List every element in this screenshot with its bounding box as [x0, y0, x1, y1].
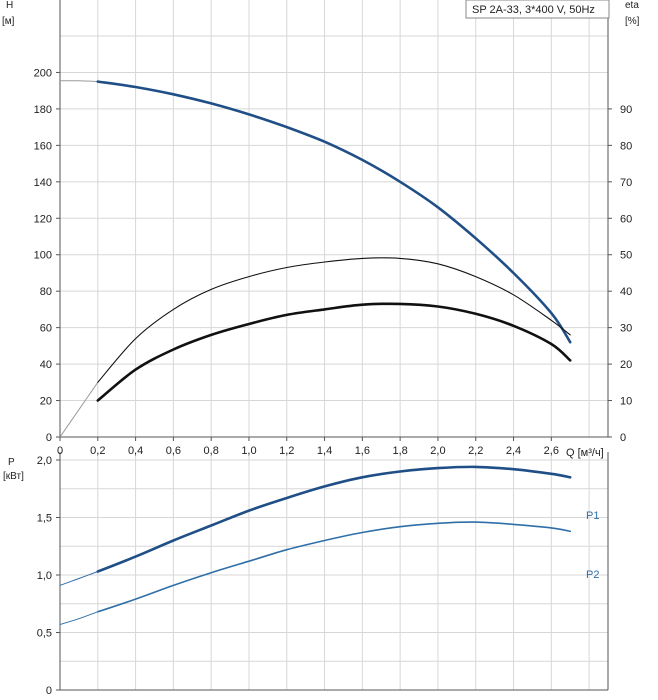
- head-tick-label: 100: [34, 250, 52, 262]
- q-tick-label: 1,4: [317, 445, 332, 457]
- q-tick-label: 2,2: [468, 445, 483, 457]
- p2-extension-curve: [59, 611, 98, 625]
- lower-chart-grid: [59, 452, 608, 690]
- head-tick-label: 0: [46, 432, 52, 444]
- q-tick-label: 0: [57, 445, 63, 457]
- head-tick-label: 20: [40, 396, 52, 408]
- head-tick-label: 60: [40, 323, 52, 335]
- p1-extension-curve: [59, 571, 98, 586]
- legend-text: SP 2A-33, 3*400 V, 50Hz: [472, 4, 595, 16]
- legend-box: [465, 0, 610, 19]
- eta_pump-extension-curve: [59, 382, 99, 438]
- power-tick-label: 0,5: [37, 628, 52, 640]
- head-axis-label: H: [6, 0, 13, 11]
- power-tick-label: 0: [46, 685, 52, 697]
- chart-tick-labels: 0 0,2 0,4 0,6 0,8 1,0 1,2 1,4 1,6 1,8 2,0 2,2 2,4 2,6…: [34, 67, 633, 697]
- q-tick-label: 1,2: [279, 445, 294, 457]
- head-curve: [96, 80, 572, 344]
- eta-axis-unit: [%]: [625, 16, 640, 27]
- q-tick-label: 2,6: [544, 445, 559, 457]
- p1-power-curve: [96, 465, 572, 573]
- q-axis-label: Q [м³/ч]: [566, 447, 604, 459]
- eta-tick-label: 20: [620, 359, 632, 371]
- q-tick-label: 1,8: [392, 445, 407, 457]
- p2-power-curve: [97, 521, 571, 613]
- chart-axes: [56, 0, 612, 691]
- eta_pump-curve: [97, 257, 571, 383]
- chart-curves: [59, 80, 572, 625]
- legend: SP 2A-33, 3*400 V, 50Hz: [465, 0, 610, 19]
- eta-tick-label: 10: [620, 396, 632, 408]
- head-tick-label: 40: [40, 359, 52, 371]
- q-tick-label: 0,6: [166, 445, 181, 457]
- q-tick-label: 0,4: [128, 445, 143, 457]
- q-tick-label: 2,4: [506, 445, 521, 457]
- series-label-p2: P2: [586, 569, 599, 581]
- head-tick-label: 160: [34, 140, 52, 152]
- power-axis-label: P: [8, 457, 15, 468]
- power-tick-label: 2,0: [37, 455, 52, 467]
- q-tick-label: 1,6: [355, 445, 370, 457]
- eta-tick-label: 50: [620, 250, 632, 262]
- eta-tick-label: 70: [620, 177, 632, 189]
- head-extension-curve: [59, 80, 98, 83]
- eta-tick-label: 30: [620, 323, 632, 335]
- q-tick-label: 1,0: [241, 445, 256, 457]
- q-tick-label: 0,2: [90, 445, 105, 457]
- head-tick-label: 120: [34, 213, 52, 225]
- eta-tick-label: 0: [620, 432, 626, 444]
- q-tick-label: 2,0: [430, 445, 445, 457]
- head-tick-label: 200: [34, 67, 52, 79]
- eta_total-curve: [96, 302, 572, 402]
- head-tick-label: 80: [40, 286, 52, 298]
- eta-tick-label: 80: [620, 140, 632, 152]
- power-axis-unit: [кВт]: [3, 471, 24, 482]
- eta-tick-label: 60: [620, 213, 632, 225]
- power-tick-label: 1,0: [37, 570, 52, 582]
- head-tick-label: 140: [34, 177, 52, 189]
- upper-chart-grid: [59, 0, 608, 437]
- eta-tick-label: 40: [620, 286, 632, 298]
- series-label-p1: P1: [586, 510, 599, 522]
- power-tick-label: 1,5: [37, 513, 52, 525]
- eta-axis-label: eta: [625, 0, 639, 11]
- head-tick-label: 180: [34, 104, 52, 116]
- q-tick-label: 0,8: [204, 445, 219, 457]
- head-axis-unit: [м]: [2, 16, 15, 27]
- eta-tick-label: 90: [620, 104, 632, 116]
